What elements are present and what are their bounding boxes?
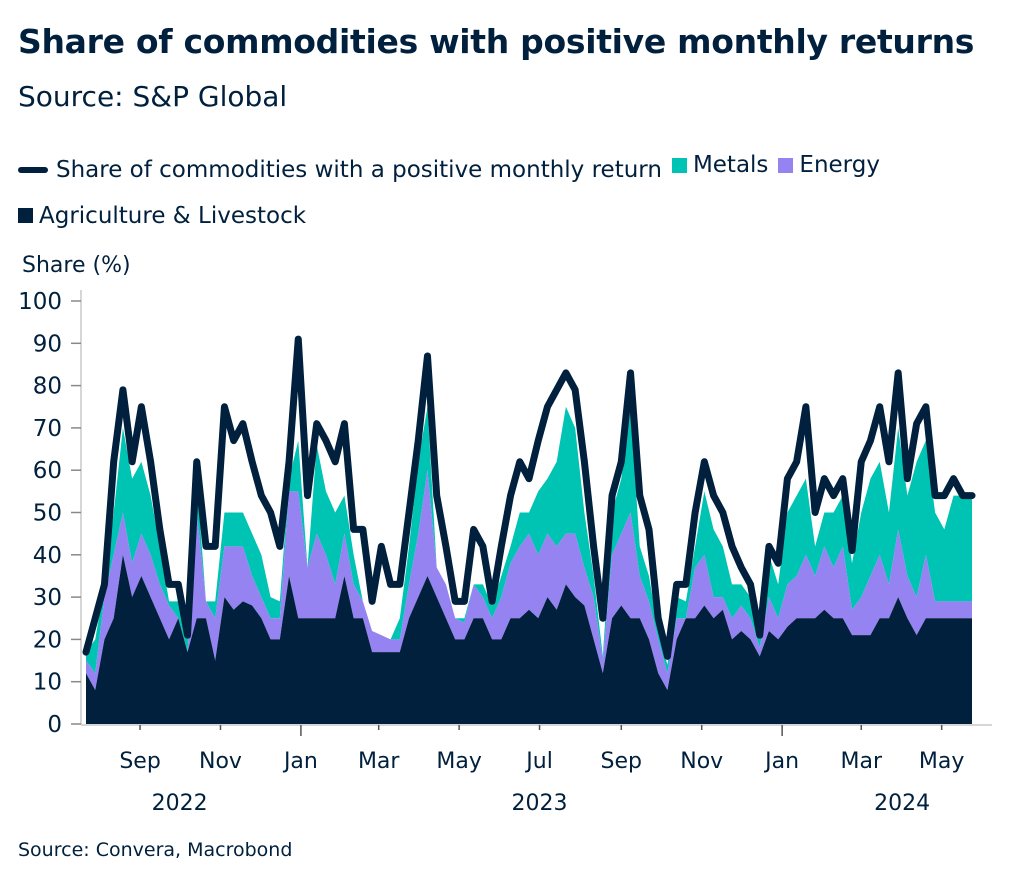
y-tick-label: 100: [18, 289, 62, 315]
legend-item-energy: Energy: [778, 142, 880, 188]
x-tick-label: Jan: [282, 749, 318, 774]
x-tick-label: Jan: [763, 749, 799, 774]
legend-item-metals: Metals: [671, 142, 769, 188]
legend-swatch: [671, 157, 687, 173]
legend-label: Metals: [692, 152, 769, 178]
legend: Share of commodities with a positive mon…: [18, 142, 1008, 239]
area-energy: [86, 470, 972, 691]
x-tick-label: Nov: [680, 749, 723, 774]
legend-swatch: [18, 208, 33, 223]
y-tick-label: 40: [33, 543, 62, 569]
x-tick-label: Mar: [358, 749, 400, 774]
x-year-label: 2024: [874, 791, 930, 816]
area-metals: [86, 406, 972, 674]
chart-subtitle: Source: S&P Global: [18, 80, 288, 113]
x-tick-label: May: [919, 749, 964, 774]
y-tick-label: 0: [47, 712, 62, 738]
legend-label: Agriculture & Livestock: [39, 202, 307, 229]
y-tick-label: 70: [33, 416, 62, 442]
area-agriculture-livestock: [86, 554, 972, 724]
legend-swatch: [778, 157, 794, 173]
legend-label: Share of commodities with a positive mon…: [56, 156, 662, 183]
footer-source: Source: Convera, Macrobond: [18, 839, 293, 861]
x-tick-label: Mar: [840, 749, 882, 774]
legend-item-share-line: Share of commodities with a positive mon…: [18, 147, 662, 193]
y-axis-label: Share (%): [22, 253, 131, 278]
x-tick-label: Jul: [524, 749, 553, 774]
line-share-positive-return: [82, 335, 976, 660]
x-tick-label: May: [436, 749, 481, 774]
y-tick-label: 80: [33, 374, 62, 400]
y-tick-label: 20: [33, 627, 62, 653]
y-tick-label: 50: [33, 501, 62, 527]
legend-line-swatch: [18, 166, 48, 173]
x-tick-label: Sep: [601, 749, 642, 774]
legend-label: Energy: [799, 152, 880, 178]
y-tick-label: 90: [33, 331, 62, 357]
legend-item-agriculture: Agriculture & Livestock: [18, 193, 306, 239]
x-year-label: 2023: [512, 791, 568, 816]
y-tick-label: 60: [33, 458, 62, 484]
x-tick-label: Sep: [119, 749, 160, 774]
x-tick-label: Nov: [199, 749, 242, 774]
x-year-label: 2022: [152, 791, 208, 816]
y-tick-label: 30: [33, 585, 62, 611]
chart-title: Share of commodities with positive month…: [18, 22, 975, 61]
y-tick-label: 10: [33, 670, 62, 696]
